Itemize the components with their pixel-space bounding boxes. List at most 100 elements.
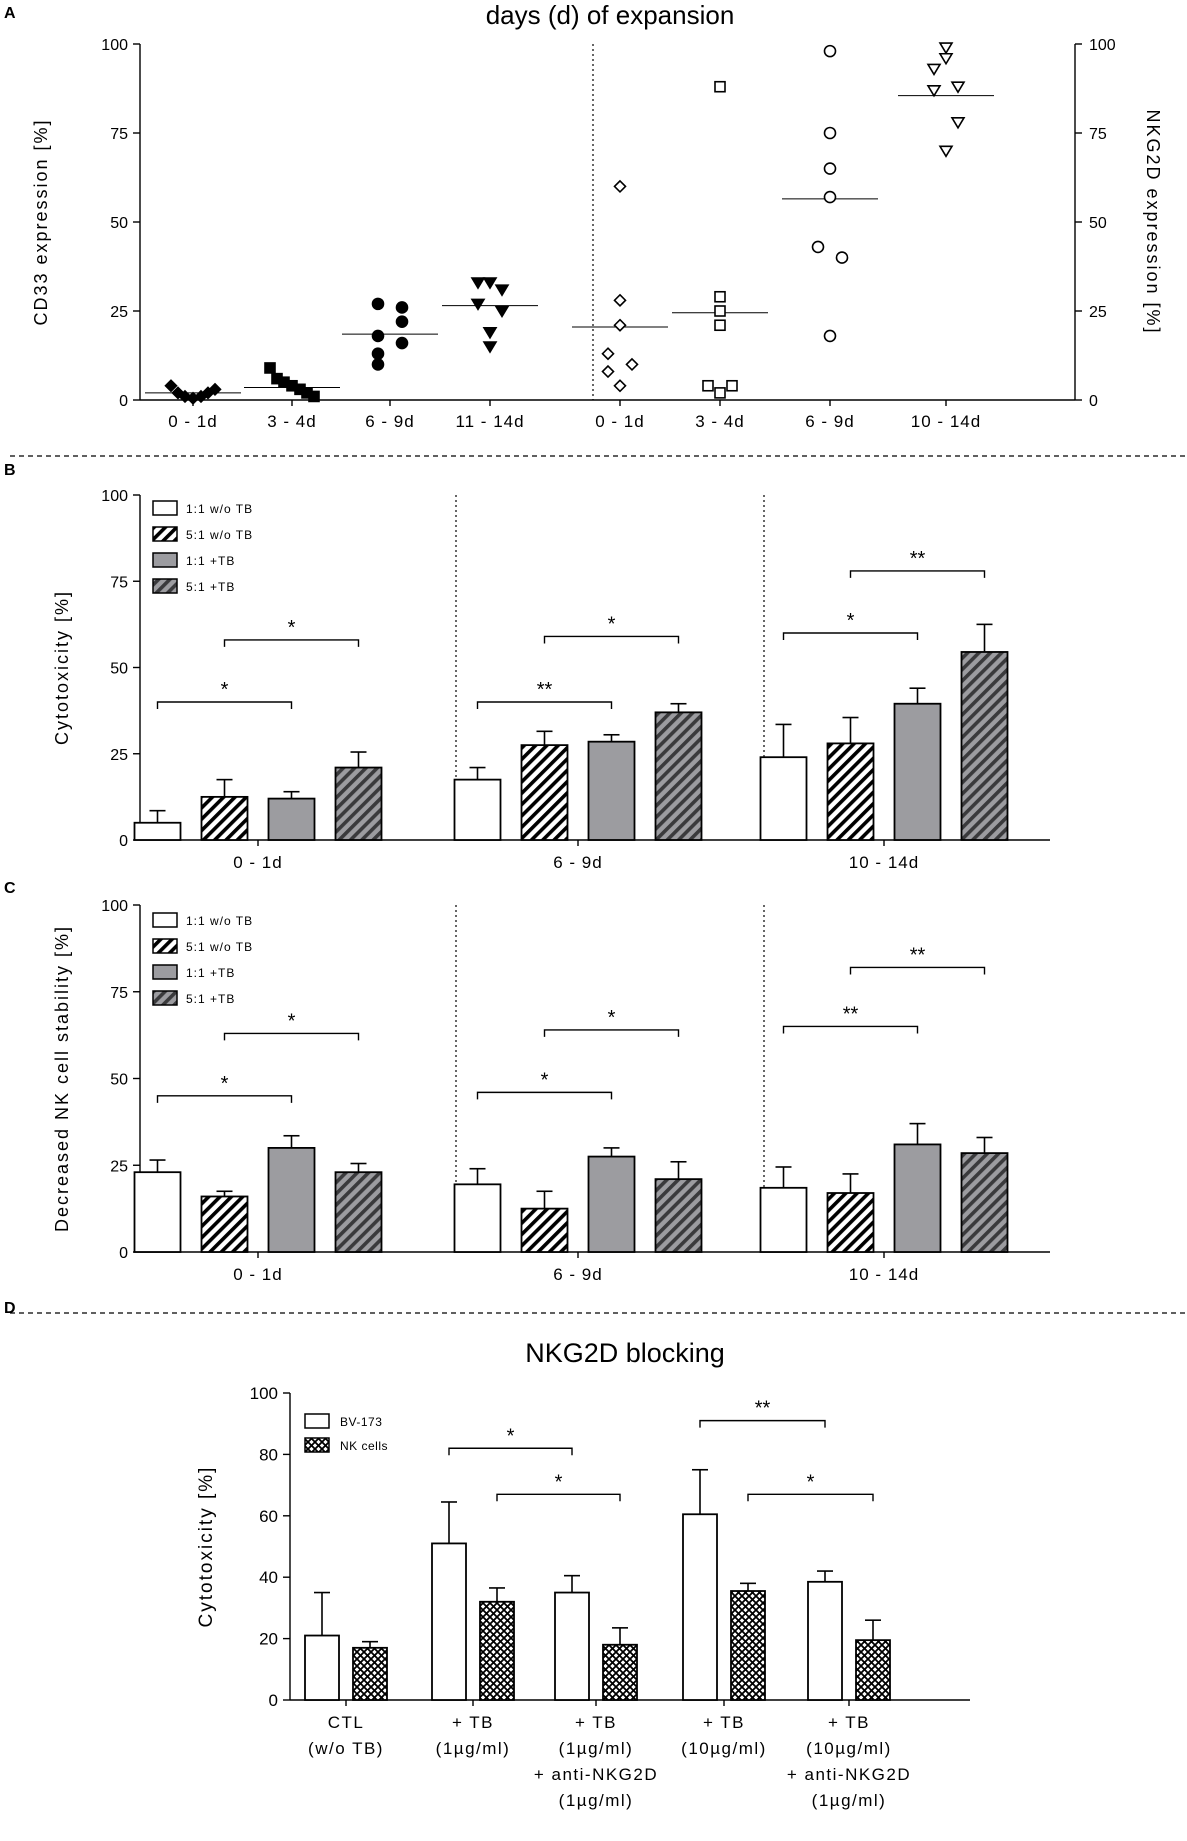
- data-point: [482, 341, 498, 354]
- bar: [133, 1171, 182, 1253]
- significance-bracket: [782, 1025, 919, 1034]
- data-point: [823, 44, 837, 58]
- x-tick-label: (w/o TB): [308, 1739, 384, 1758]
- bar: [520, 1207, 569, 1253]
- significance-star: *: [288, 617, 296, 639]
- y-tick-label: 25: [110, 304, 128, 321]
- x-tick-label: (1µg/ml): [812, 1791, 887, 1810]
- y-tick-label: 50: [110, 661, 128, 678]
- chart-title: days (d) of expansion: [486, 0, 735, 30]
- data-point: [494, 284, 510, 297]
- legend-swatch: [152, 964, 178, 980]
- significance-star: **: [755, 1398, 771, 1420]
- legend-swatch: [152, 552, 178, 568]
- bar: [807, 1580, 843, 1701]
- data-point: [811, 240, 825, 254]
- data-point: [714, 290, 726, 303]
- data-point: [264, 362, 276, 374]
- significance-star: *: [608, 1007, 616, 1029]
- x-tick-label: 0 - 1d: [168, 412, 217, 431]
- x-tick-label: 3 - 4d: [267, 412, 316, 431]
- data-point: [702, 379, 714, 392]
- data-point: [950, 117, 966, 130]
- x-tick-label: (10µg/ml): [681, 1739, 767, 1758]
- legend-label: 5:1 w/o TB: [186, 940, 253, 954]
- data-point: [494, 305, 510, 319]
- legend-label: 1:1 +TB: [186, 966, 235, 980]
- x-tick-label: 6 - 9d: [805, 412, 854, 431]
- data-point: [613, 293, 627, 307]
- significance-star: **: [910, 944, 926, 966]
- significance-bracket: [782, 632, 919, 640]
- x-tick-label: 0 - 1d: [233, 1265, 282, 1284]
- bar: [453, 1183, 502, 1253]
- legend-swatch: [152, 938, 178, 954]
- data-point: [926, 84, 942, 98]
- data-point: [625, 357, 639, 372]
- legend-label: 1:1 w/o TB: [186, 502, 253, 516]
- data-point: [714, 387, 726, 399]
- bar: [267, 1147, 316, 1253]
- bar: [602, 1643, 638, 1701]
- y-tick-label: 50: [110, 215, 128, 232]
- bar: [334, 766, 383, 841]
- x-tick-label: 10 - 14d: [849, 853, 919, 872]
- y-tick-label: 0: [119, 833, 128, 850]
- y-tick-label: 25: [110, 1158, 128, 1175]
- significance-star: **: [537, 679, 553, 701]
- significance-star: **: [843, 1003, 859, 1025]
- bar: [200, 795, 249, 841]
- panel-label-c: C: [4, 880, 16, 897]
- data-point: [726, 379, 738, 392]
- y-tick-label: 0: [119, 393, 128, 410]
- significance-star: *: [288, 1010, 296, 1032]
- significance-star: *: [847, 610, 855, 632]
- y-axis-label-right: NKG2D expression [%]: [1143, 109, 1163, 334]
- legend-swatch: [304, 1413, 330, 1429]
- legend-label: BV-173: [340, 1415, 382, 1429]
- x-tick-label: 3 - 4d: [695, 412, 744, 431]
- x-tick-label: 10 - 14d: [849, 1265, 919, 1284]
- data-point: [613, 379, 627, 393]
- bar: [682, 1513, 718, 1701]
- data-point: [938, 145, 954, 158]
- significance-star: *: [507, 1425, 515, 1447]
- panel-label-b: B: [4, 462, 16, 479]
- data-point: [823, 190, 837, 204]
- bar: [759, 756, 808, 841]
- x-tick-label: 6 - 9d: [553, 853, 602, 872]
- significance-bracket: [223, 1032, 360, 1041]
- x-tick-label: + anti-NKG2D: [787, 1765, 911, 1784]
- data-point: [950, 81, 966, 94]
- data-point: [601, 364, 615, 379]
- significance-bracket: [496, 1493, 621, 1502]
- significance-bracket: [849, 966, 986, 975]
- significance-star: *: [221, 1073, 229, 1095]
- significance-star: **: [910, 548, 926, 570]
- panel-label-a: A: [4, 5, 16, 22]
- significance-star: *: [555, 1471, 563, 1493]
- x-tick-label: (1µg/ml): [559, 1739, 634, 1758]
- legend-label: NK cells: [340, 1439, 388, 1453]
- data-point: [470, 277, 486, 290]
- y-tick-label-right: 0: [1089, 393, 1098, 410]
- bar: [893, 702, 942, 841]
- x-tick-label: (1µg/ml): [436, 1739, 511, 1758]
- data-point: [470, 298, 486, 311]
- legend-swatch: [152, 578, 178, 594]
- data-point: [371, 297, 385, 311]
- x-tick-label: (10µg/ml): [806, 1739, 892, 1758]
- significance-star: *: [608, 613, 616, 635]
- y-tick-label: 50: [110, 1072, 128, 1089]
- x-tick-label: + TB: [452, 1713, 494, 1732]
- legend-label: 1:1 w/o TB: [186, 914, 253, 928]
- data-point: [482, 327, 498, 340]
- y-axis-label: Decreased NK cell stability [%]: [52, 925, 72, 1232]
- data-point: [308, 390, 320, 403]
- significance-bracket: [448, 1447, 573, 1456]
- y-tick-label: 75: [110, 985, 128, 1002]
- bar: [200, 1195, 249, 1253]
- y-tick-label: 25: [110, 747, 128, 764]
